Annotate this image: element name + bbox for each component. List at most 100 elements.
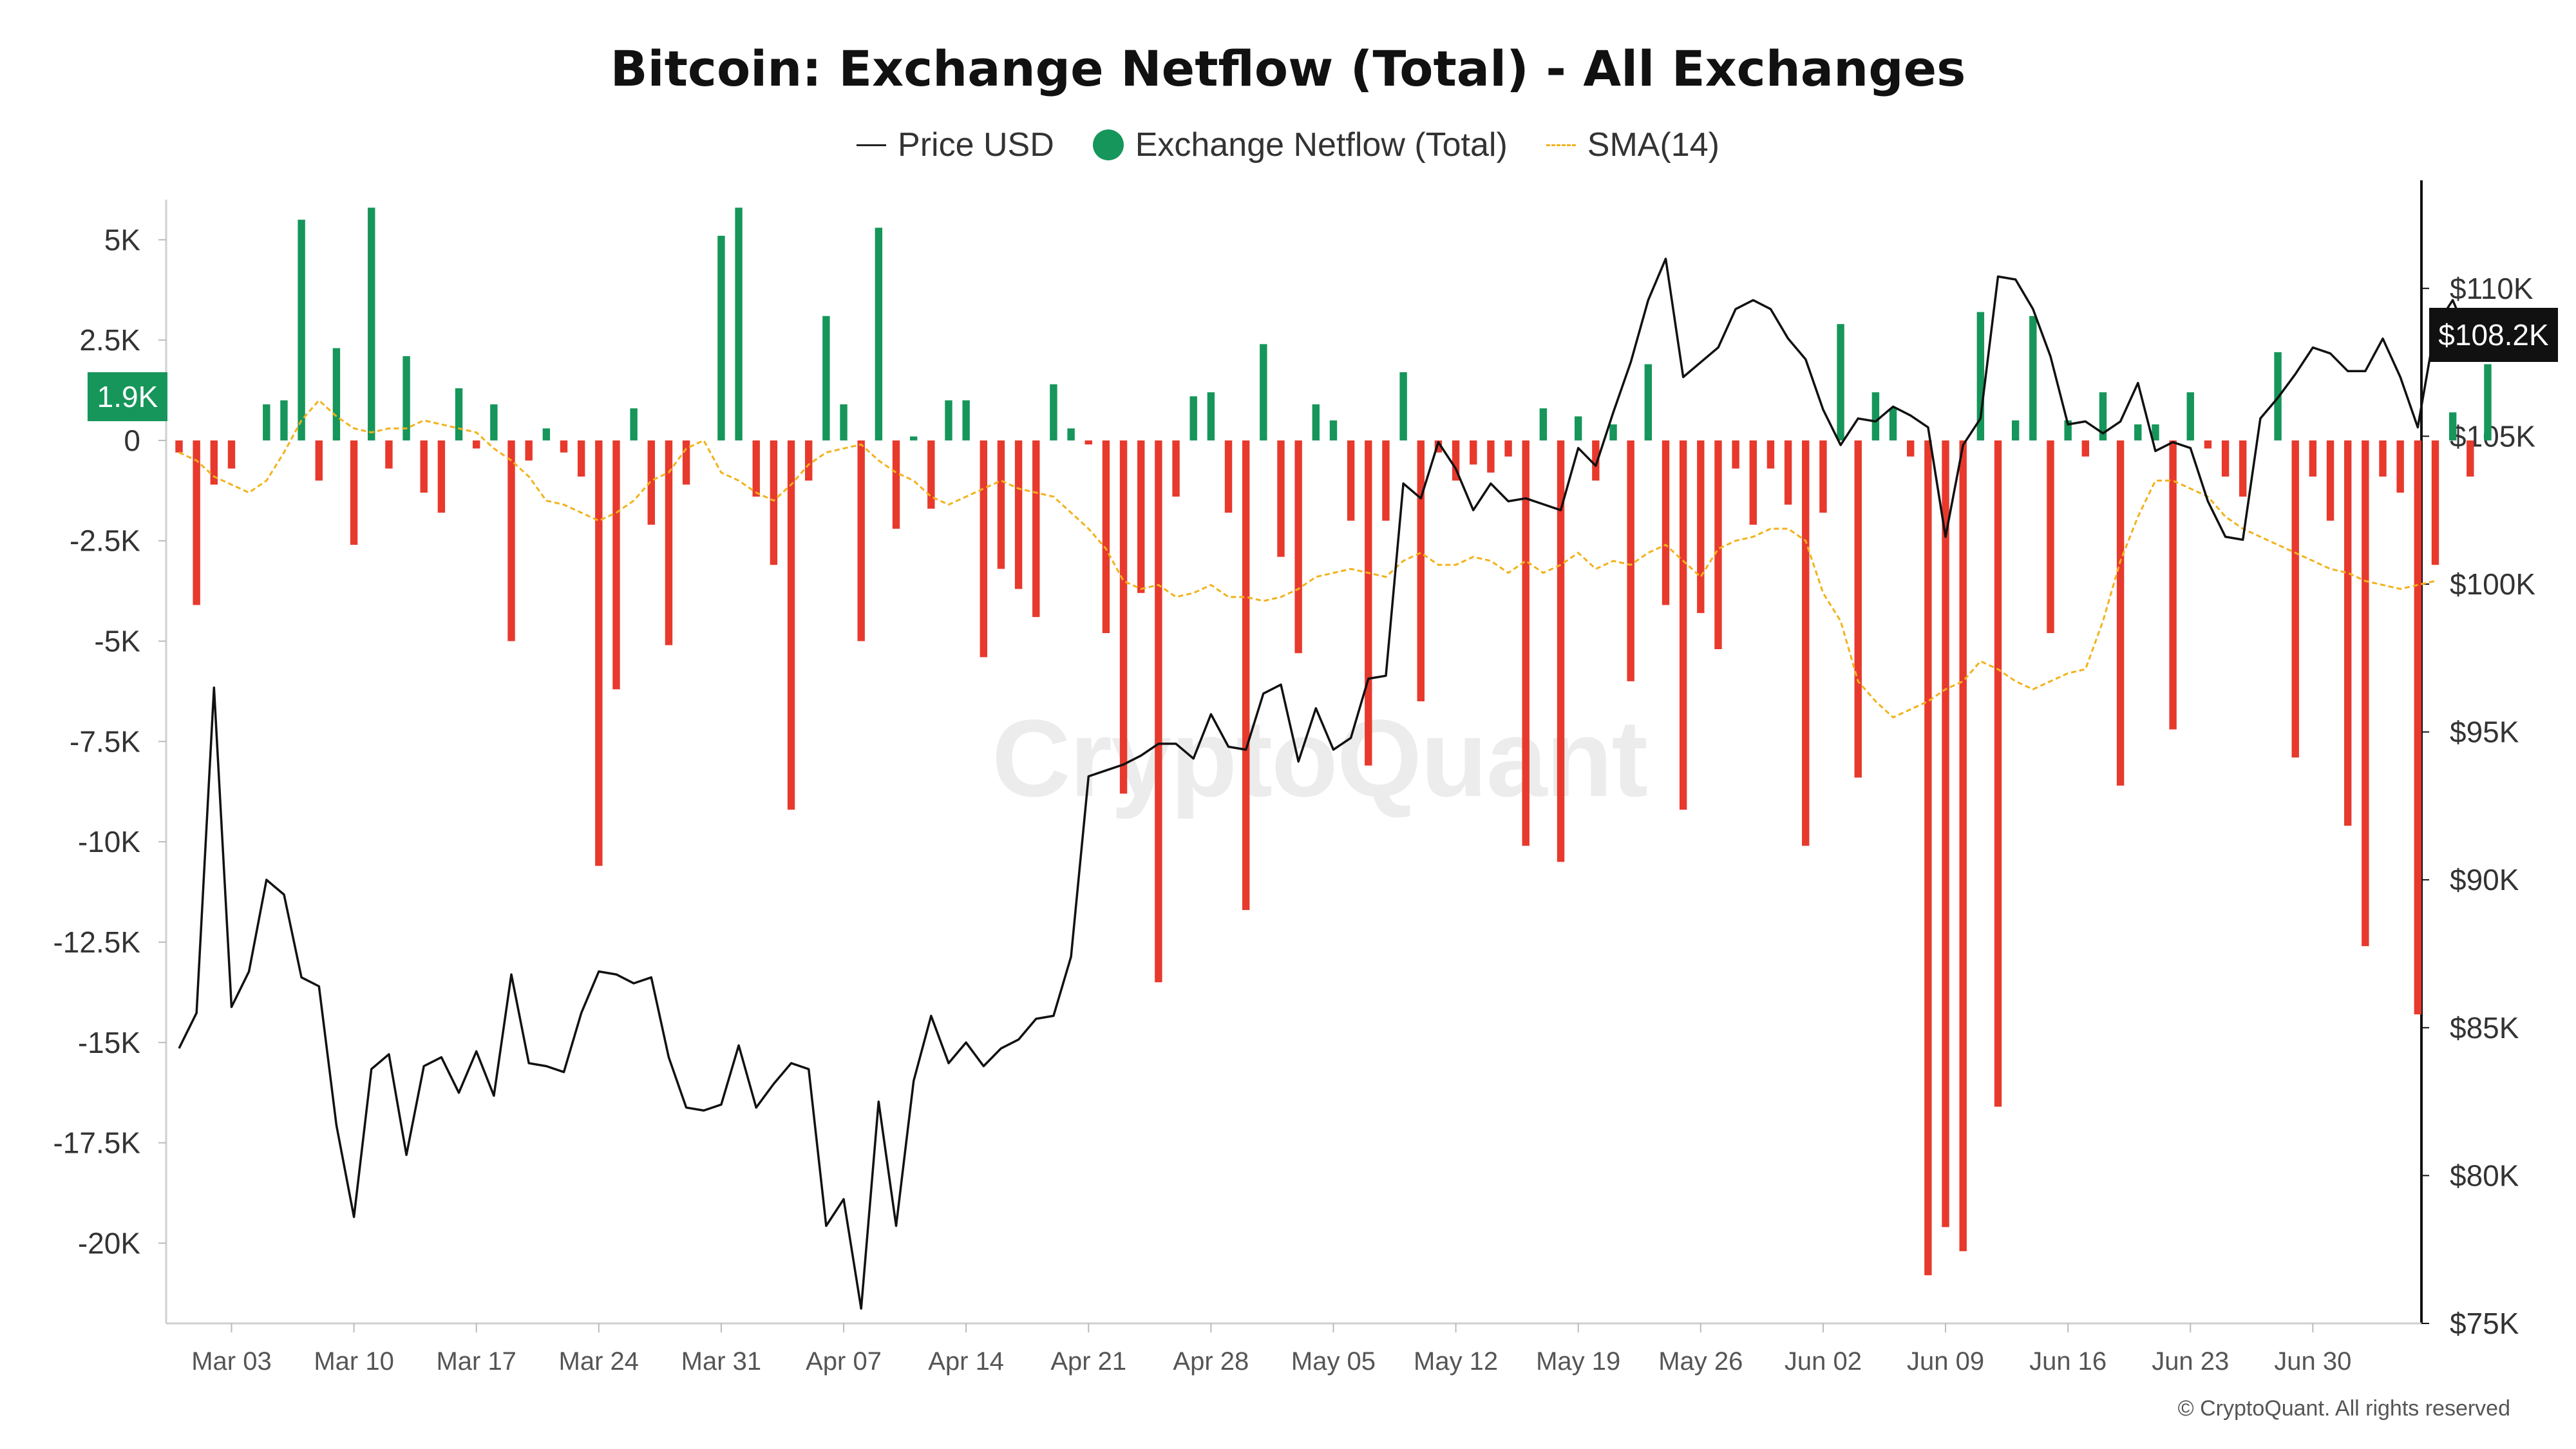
netflow-bar-negative	[2431, 440, 2439, 565]
x-tick-label: May 05	[1291, 1347, 1376, 1376]
x-tick-label: Jun 23	[2152, 1347, 2229, 1376]
netflow-bar-negative	[1714, 440, 1722, 649]
netflow-bar-negative	[1277, 440, 1285, 557]
netflow-bar-negative	[665, 440, 673, 645]
netflow-bar-negative	[1924, 440, 1932, 1276]
netflow-current-badge: 1.9K	[88, 372, 167, 421]
netflow-bar-positive	[1260, 344, 1267, 440]
netflow-bar-negative	[2047, 440, 2054, 634]
netflow-bar-negative	[857, 440, 865, 641]
netflow-bar-negative	[577, 440, 585, 477]
x-tick-label: Mar 10	[314, 1347, 394, 1376]
netflow-bar-negative	[1749, 440, 1757, 525]
netflow-bar-negative	[2221, 440, 2230, 477]
netflow-bar-positive	[2186, 392, 2194, 440]
netflow-bar-negative	[612, 440, 620, 690]
legend-item-sma[interactable]: SMA(14)	[1546, 126, 1719, 164]
netflow-bar-negative	[1662, 440, 1670, 605]
netflow-bar-negative	[997, 440, 1005, 569]
left-tick-label: 0	[124, 424, 140, 457]
x-tick-label: May 26	[1658, 1347, 1743, 1376]
x-tick-label: May 19	[1536, 1347, 1620, 1376]
netflow-bar-negative	[385, 440, 393, 469]
netflow-bar-negative	[1697, 440, 1705, 613]
netflow-bar-negative	[1504, 440, 1512, 457]
right-tick-label: $105K	[2450, 419, 2535, 453]
netflow-bar-negative	[1119, 440, 1128, 794]
netflow-bar-positive	[2484, 364, 2492, 440]
netflow-bar-negative	[1417, 440, 1425, 702]
copyright-text: © CryptoQuant. All rights reserved	[2177, 1396, 2510, 1421]
netflow-bar-negative	[647, 440, 655, 525]
left-tick-label: -15K	[78, 1026, 140, 1059]
netflow-bar-negative	[2362, 440, 2369, 947]
netflow-bar-negative	[1084, 440, 1092, 445]
dashed-line-icon	[1546, 144, 1576, 146]
x-tick-label: Apr 28	[1173, 1347, 1249, 1376]
netflow-bar-positive	[1067, 428, 1075, 440]
price-current-badge: $108.2K	[2429, 308, 2558, 362]
netflow-bar-negative	[927, 440, 935, 509]
netflow-bar-negative	[892, 440, 900, 529]
right-tick-label: $110K	[2450, 272, 2533, 305]
left-tick-label: -2.5K	[70, 524, 140, 558]
netflow-bar-positive	[1574, 416, 1582, 440]
netflow-bar-negative	[420, 440, 428, 493]
right-tick-label: $75K	[2450, 1307, 2519, 1340]
right-tick-label: $95K	[2450, 715, 2519, 749]
line-icon	[857, 144, 887, 146]
netflow-bar-negative	[1137, 440, 1145, 593]
netflow-bar-negative	[1470, 440, 1477, 465]
netflow-bar-negative	[1347, 440, 1355, 521]
price-line	[178, 258, 2472, 1310]
netflow-bar-negative	[1522, 440, 1530, 846]
netflow-bar-negative	[1452, 440, 1460, 481]
netflow-bar-negative	[1487, 440, 1495, 473]
netflow-bar-negative	[437, 440, 446, 513]
dot-icon	[1092, 129, 1124, 160]
legend-label-netflow: Exchange Netflow (Total)	[1135, 126, 1508, 164]
legend-item-price[interactable]: Price USD	[857, 126, 1054, 164]
left-tick-label: 2.5K	[79, 323, 140, 357]
netflow-bar-negative	[1557, 440, 1565, 862]
netflow-bar-positive	[1837, 324, 1844, 440]
x-tick-label: Mar 03	[191, 1347, 272, 1376]
netflow-bar-negative	[560, 440, 568, 453]
netflow-bar-negative	[2414, 440, 2422, 1015]
netflow-bar-negative	[1172, 440, 1180, 497]
netflow-bar-negative	[2169, 440, 2177, 730]
netflow-bar-negative	[1959, 440, 1967, 1251]
x-tick-label: Jun 02	[1785, 1347, 1862, 1376]
x-tick-label: Jun 16	[2029, 1347, 2107, 1376]
netflow-bar-negative	[1592, 440, 1600, 481]
netflow-bar-negative	[805, 440, 813, 481]
netflow-bar-positive	[1207, 392, 1215, 440]
netflow-bar-negative	[1907, 440, 1915, 457]
x-tick-label: Jun 09	[1907, 1347, 1984, 1376]
left-tick-label: -7.5K	[70, 724, 140, 758]
netflow-bar-positive	[717, 236, 725, 440]
netflow-bar-negative	[1102, 440, 1110, 634]
left-tick-label: -17.5K	[53, 1126, 140, 1160]
netflow-bar-negative	[193, 440, 200, 605]
netflow-bar-positive	[1609, 424, 1617, 440]
netflow-bar-positive	[1399, 372, 1407, 440]
x-tick-label: Mar 31	[681, 1347, 762, 1376]
netflow-bar-negative	[682, 440, 690, 485]
netflow-bar-negative	[1224, 440, 1233, 513]
netflow-bar-positive	[2448, 412, 2457, 440]
netflow-bar-positive	[2029, 316, 2037, 440]
right-tick-label: $85K	[2450, 1011, 2519, 1045]
netflow-bar-positive	[2152, 424, 2159, 440]
netflow-bar-negative	[210, 440, 218, 485]
left-tick-label: -5K	[94, 625, 140, 658]
netflow-bar-negative	[1294, 440, 1302, 654]
netflow-bar-positive	[263, 404, 270, 440]
netflow-bar-positive	[280, 400, 288, 440]
left-tick-label: -20K	[78, 1226, 140, 1260]
legend-item-netflow[interactable]: Exchange Netflow (Total)	[1092, 126, 1508, 164]
netflow-bar-negative	[1365, 440, 1372, 766]
netflow-bar-negative	[1155, 440, 1162, 983]
right-tick-label: $80K	[2450, 1159, 2519, 1192]
netflow-bar-positive	[1976, 312, 1985, 440]
